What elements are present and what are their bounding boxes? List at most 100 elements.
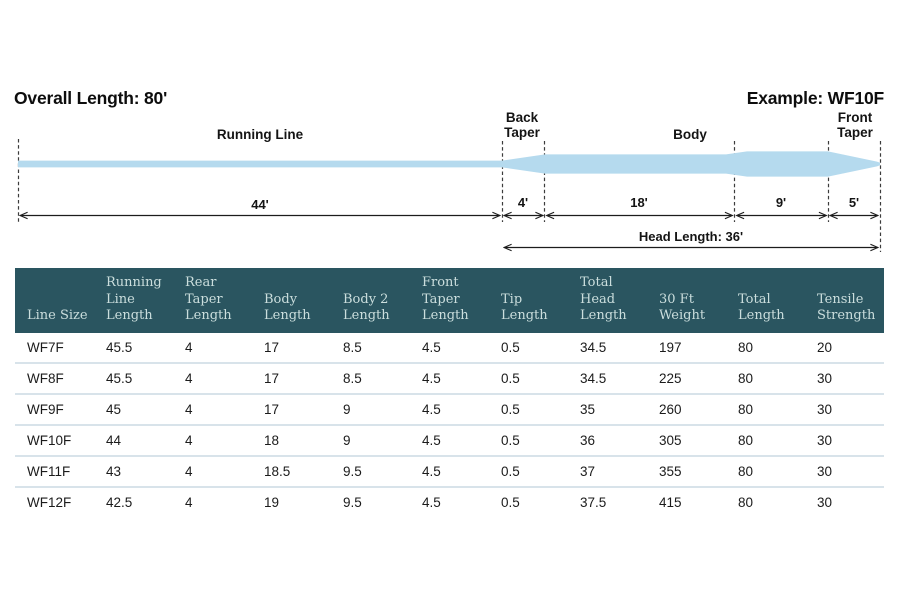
value-cell: 8.5 [331,361,410,394]
value-cell: 8.5 [343,339,362,355]
value-cell: 4 [173,392,252,425]
value-cell: 30 [805,454,884,487]
value-cell: 9 [331,392,410,425]
front-taper-label-line2: Taper [837,125,874,140]
front-taper-label: Front [838,110,873,125]
header-row: Line Size Running Line Length Rear Taper L… [15,268,884,333]
value-cell: 4 [173,423,252,456]
value-cell: 4.5 [410,423,489,456]
running-line-measure: 44' [251,197,269,212]
value-cell: 4 [185,339,193,355]
value-cell: 45.5 [94,361,173,394]
value-cell: 80 [738,339,754,355]
spec-table: Line Size Running Line Length Rear Taper L… [15,268,884,517]
value-cell: 0.5 [489,454,568,487]
value-cell: 30 [805,423,884,456]
value-cell: 17 [252,361,331,394]
front-taper-measure: 5' [849,195,859,210]
table-row: WF8F 45.5 4 17 8.5 4.5 0.5 34.5 225 80 30 [15,361,884,394]
column-header: Tensile Strength [805,268,884,333]
value-cell: 44 [94,423,173,456]
value-cell: 30 [805,392,884,425]
body-label: Body [673,127,707,142]
running-line-label: Running Line [217,127,304,142]
column-header: Body Length [252,268,331,333]
value-cell: 0.5 [489,485,568,517]
value-cell: 415 [647,485,726,517]
value-cell: 4.5 [410,454,489,487]
table-row: WF11F 43 4 18.5 9.5 4.5 0.5 37 355 80 30 [15,454,884,487]
value-cell: 43 [94,454,173,487]
back-taper-measure: 4' [518,195,528,210]
value-cell: 20 [817,339,833,355]
value-cell: 4.5 [410,392,489,425]
value-cell: 30 [805,485,884,517]
value-cell: 80 [726,485,805,517]
body-measure: 18' [630,195,648,210]
value-cell: 37.5 [568,485,647,517]
line-size-cell: WF9F [15,392,94,425]
value-cell: 225 [647,361,726,394]
value-cell: 17 [252,392,331,425]
value-cell: 30 [805,361,884,394]
table-row: WF10F 44 4 18 9 4.5 0.5 36 305 80 30 [15,423,884,456]
value-cell: 42.5 [94,485,173,517]
value-cell: 45 [94,392,173,425]
column-header: Running Line Length [94,268,173,333]
back-taper-label-line2: Taper [504,125,541,140]
value-cell: 0.5 [489,392,568,425]
line-size-cell: WF10F [15,423,94,456]
value-cell: 4 [173,454,252,487]
value-cell: 18.5 [252,454,331,487]
value-cell: 80 [726,454,805,487]
fly-line-profile [18,151,880,177]
value-cell: 9 [331,423,410,456]
value-cell: 37 [568,454,647,487]
table-row: WF9F 45 4 17 9 4.5 0.5 35 260 80 30 [15,392,884,425]
value-cell: 19 [252,485,331,517]
column-header: Rear Taper Length [173,268,252,333]
value-cell: 34.5 [580,339,607,355]
value-cell: 80 [726,423,805,456]
overall-length-label: Overall Length: 80' [14,88,168,108]
body2-measure: 9' [776,195,786,210]
line-size-cell: WF11F [15,454,94,487]
taper-diagram: Running Line Back Taper Body Front Taper… [17,110,882,252]
value-cell: 4 [173,361,252,394]
line-size-cell: WF7F [27,339,64,355]
value-cell: 80 [726,392,805,425]
table-row: WF7F 45.5 4 17 8.5 4.5 0.5 34.5 197 80 20 [15,333,884,363]
line-size-cell: WF8F [15,361,94,394]
column-header: 30 Ft Weight [647,268,726,333]
value-cell: 9.5 [331,485,410,517]
value-cell: 18 [252,423,331,456]
value-cell: 17 [264,339,280,355]
value-cell: 197 [659,339,682,355]
value-cell: 34.5 [568,361,647,394]
dimension-arrows [21,216,878,248]
value-cell: 80 [726,361,805,394]
value-cell: 45.5 [106,339,133,355]
value-cell: 4.5 [410,361,489,394]
value-cell: 355 [647,454,726,487]
example-label: Example: WF10F [746,88,884,108]
column-header: Tip Length [489,268,568,333]
value-cell: 0.5 [489,423,568,456]
line-size-cell: WF12F [15,485,94,517]
value-cell: 4 [173,485,252,517]
value-cell: 4.5 [410,485,489,517]
value-cell: 9.5 [331,454,410,487]
table-row: WF12F 42.5 4 19 9.5 4.5 0.5 37.5 415 80 30 [15,485,884,517]
column-header: Body 2 Length [331,268,410,333]
column-header: Line Size [15,268,94,333]
value-cell: 260 [647,392,726,425]
head-length-label: Head Length: 36' [639,229,743,244]
value-cell: 0.5 [489,361,568,394]
column-header: Total Length [726,268,805,333]
value-cell: 35 [568,392,647,425]
column-header: Total Head Length [568,268,647,333]
back-taper-label: Back [506,110,539,125]
value-cell: 305 [647,423,726,456]
column-header: Front Taper Length [410,268,489,333]
